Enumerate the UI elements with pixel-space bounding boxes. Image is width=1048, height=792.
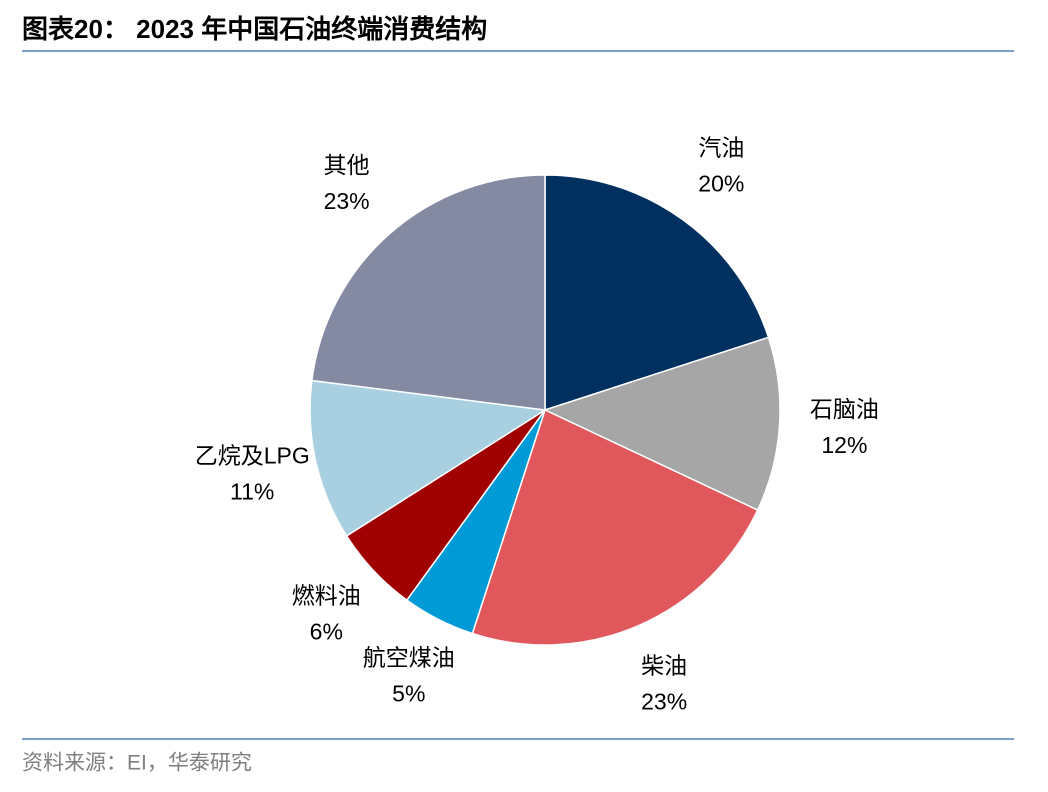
value-label: 11% — [230, 479, 274, 505]
slice-label: 柴油 — [641, 652, 687, 678]
value-label: 23% — [324, 188, 370, 214]
slice-label: 航空煤油 — [363, 644, 455, 670]
source-note: 资料来源：EI，华泰研究 — [22, 752, 252, 775]
pie-slice — [542, 336, 781, 512]
slice-label: 其他 — [324, 152, 370, 178]
pie-slice — [544, 174, 770, 412]
slice-label: 燃料油 — [292, 582, 361, 608]
chart-title: 图表20： 2023 年中国石油终端消费结构 — [22, 14, 487, 44]
slice-label: 石脑油 — [810, 396, 879, 422]
value-label: 12% — [821, 432, 867, 458]
pie-slice — [471, 408, 759, 646]
value-label: 6% — [310, 618, 343, 644]
value-label: 20% — [698, 170, 744, 196]
value-label: 5% — [392, 680, 425, 706]
pie-slice — [311, 174, 546, 411]
pie-slice — [309, 379, 548, 537]
slice-label: 乙烷及LPG — [195, 443, 310, 469]
slice-label: 汽油 — [698, 134, 744, 160]
value-label: 23% — [641, 688, 687, 714]
